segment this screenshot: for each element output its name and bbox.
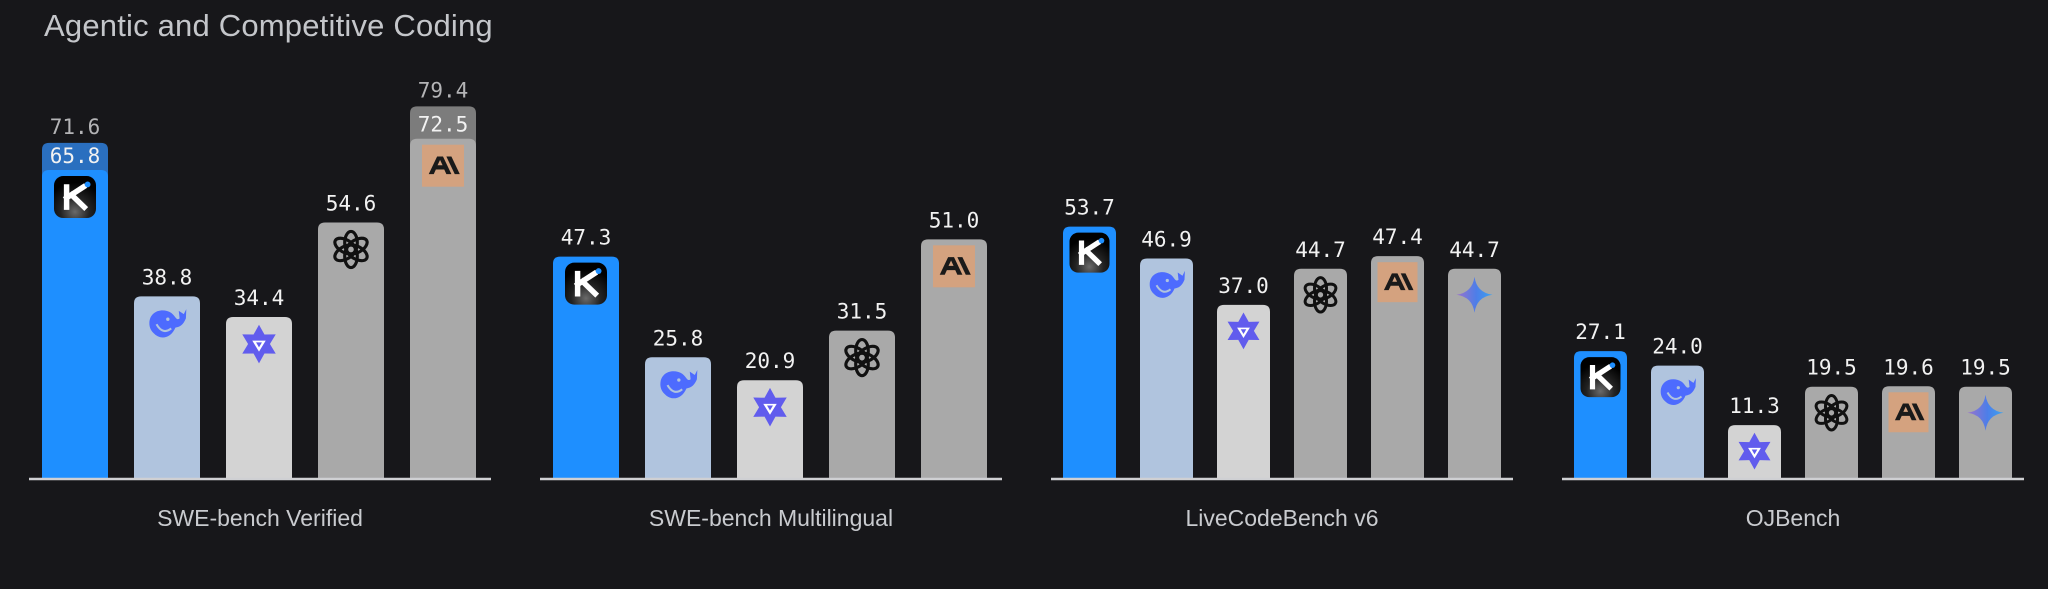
deepseek-whale-icon: [1660, 378, 1696, 406]
bar-deepseek: 38.8: [134, 265, 200, 478]
bar-extended-value-label: 71.6: [50, 115, 101, 139]
kimi-k-logo-icon: [1580, 357, 1621, 398]
bar-value-label: 11.3: [1729, 394, 1780, 418]
bar-value-label: 19.6: [1883, 355, 1934, 379]
x-tick-label: OJBench: [1746, 505, 1841, 531]
bar-kimi: 47.3: [553, 226, 619, 478]
bar-main-segment: [410, 138, 476, 478]
deepseek-whale-icon: [1149, 270, 1185, 298]
x-tick-label: SWE-bench Multilingual: [649, 505, 893, 531]
bar-main-segment: [1217, 304, 1270, 478]
qwen-hexstar-icon: [242, 324, 276, 364]
bar-value-label: 65.8: [50, 144, 101, 168]
gemini-sparkle-icon: [1967, 394, 2004, 431]
bar-gemini: 44.7: [1448, 238, 1501, 478]
bar-kimi: 27.1: [1574, 320, 1627, 478]
deepseek-whale-icon: [660, 369, 698, 399]
bar-extended-value-label: 79.4: [418, 78, 469, 102]
bar-openai: 31.5: [829, 300, 895, 478]
bar-value-label: 19.5: [1806, 356, 1857, 380]
bar-value-label: 37.0: [1218, 274, 1269, 298]
bar-qwen: 20.9: [737, 349, 803, 478]
anthropic-ai-icon: [1377, 262, 1418, 303]
bar-qwen: 34.4: [226, 286, 292, 478]
bar-value-label: 20.9: [745, 349, 796, 373]
kimi-k-logo-icon: [565, 262, 607, 305]
bar-kimi: 53.7: [1063, 196, 1116, 478]
bar-main-segment: [134, 296, 200, 478]
bar-value-label: 38.8: [142, 265, 193, 289]
bar-value-label: 25.8: [653, 326, 704, 350]
anthropic-ai-icon: [422, 144, 464, 187]
bar-kimi: 65.8 71.6: [42, 115, 108, 479]
bar-anthropic: 72.5 79.4: [410, 78, 476, 479]
bar-anthropic: 19.6: [1882, 355, 1935, 478]
bar-value-label: 72.5: [418, 113, 469, 137]
gemini-sparkle-icon: [1456, 276, 1493, 313]
bar-main-segment: [1063, 226, 1116, 478]
bar-qwen: 11.3: [1728, 394, 1781, 478]
bar-main-segment: [1959, 386, 2012, 478]
bar-main-segment: [1448, 268, 1501, 478]
kimi-k-logo-icon: [54, 176, 96, 219]
bar-value-label: 47.4: [1372, 225, 1423, 249]
bar-anthropic: 47.4: [1371, 225, 1424, 478]
bar-value-label: 31.5: [837, 300, 888, 324]
qwen-hexstar-icon: [1738, 432, 1771, 470]
bar-value-label: 19.5: [1960, 356, 2011, 380]
bar-openai: 44.7: [1294, 238, 1347, 478]
x-tick-label: LiveCodeBench v6: [1185, 505, 1378, 531]
bar-value-label: 47.3: [561, 226, 612, 250]
bar-value-label: 51.0: [929, 208, 980, 232]
anthropic-ai-icon: [1888, 392, 1929, 433]
bar-main-segment: [921, 239, 987, 478]
deepseek-whale-icon: [149, 309, 187, 338]
bar-main-segment: [1371, 256, 1424, 478]
bar-main-segment: [1294, 268, 1347, 478]
chart-title: Agentic and Competitive Coding: [44, 8, 493, 43]
bar-main-segment: [1805, 386, 1858, 478]
bar-value-label: 54.6: [326, 191, 377, 215]
bar-value-label: 53.7: [1064, 196, 1115, 220]
bar-main-segment: [42, 170, 108, 478]
bar-value-label: 44.7: [1449, 238, 1500, 262]
openai-knot-icon: [1814, 394, 1849, 432]
bar-main-segment: [318, 222, 384, 478]
kimi-k-logo-icon: [1069, 232, 1110, 273]
bar-main-segment: [1140, 258, 1193, 478]
bar-anthropic: 51.0: [921, 208, 987, 478]
bar-group: 53.7 46.9 37.0 44.7 47.4 44.7 LiveCodeBench v6: [1051, 196, 1513, 531]
bar-deepseek: 24.0: [1651, 335, 1704, 478]
bar-openai: 54.6: [318, 191, 384, 478]
bar-main-segment: [226, 317, 292, 478]
openai-knot-icon: [844, 337, 880, 378]
bar-value-label: 44.7: [1295, 238, 1346, 262]
openai-knot-icon: [333, 229, 369, 270]
bar-qwen: 37.0: [1217, 274, 1270, 478]
bar-value-label: 24.0: [1652, 335, 1703, 359]
bar-main-segment: [737, 380, 803, 478]
qwen-hexstar-icon: [753, 387, 787, 427]
bar-value-label: 34.4: [234, 286, 285, 310]
bar-group: 27.1 24.0 11.3 19.5 19.6 19.5 OJBench: [1562, 320, 2024, 531]
bar-openai: 19.5: [1805, 356, 1858, 478]
bar-value-label: 27.1: [1575, 320, 1626, 344]
bar-deepseek: 25.8: [645, 326, 711, 478]
openai-knot-icon: [1303, 276, 1338, 314]
x-tick-label: SWE-bench Verified: [157, 505, 363, 531]
anthropic-ai-icon: [933, 245, 975, 288]
bar-gemini: 19.5: [1959, 356, 2012, 478]
bar-group: 47.3 25.8 20.9 31.5 51.0 SWE-bench Multilingu…: [540, 208, 1002, 531]
qwen-hexstar-icon: [1227, 312, 1260, 350]
bar-group: 65.8 71.6 38.8 34.4 54.6 72.5 79.4 SWE-bench Ve…: [29, 78, 491, 531]
bar-main-segment: [553, 256, 619, 478]
bar-deepseek: 46.9: [1140, 228, 1193, 478]
bar-value-label: 46.9: [1141, 228, 1192, 252]
